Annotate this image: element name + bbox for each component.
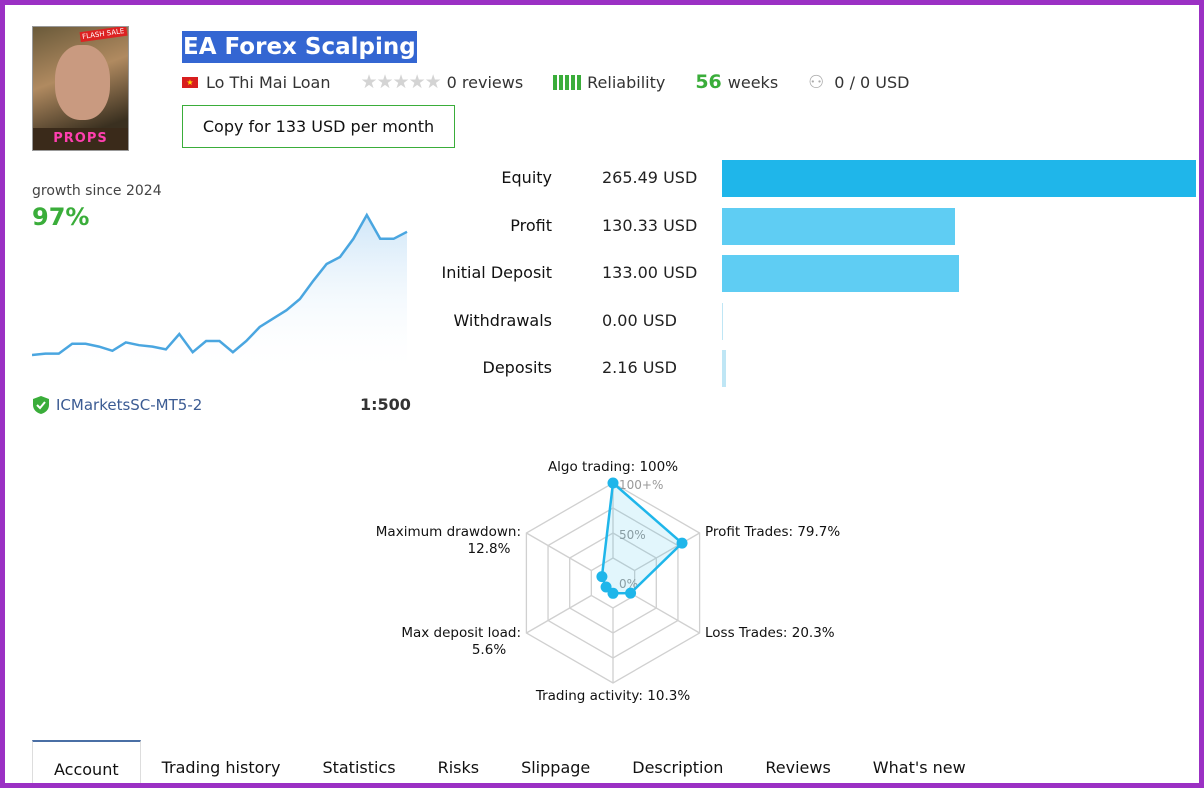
growth-label: growth since 2024: [32, 183, 162, 199]
radar-axis-value: 12.8%: [468, 541, 511, 557]
signal-meta: ★ Lo Thi Mai Loan ★★★★★ 0 reviews Reliab…: [182, 71, 910, 93]
avatar-face: [55, 45, 110, 120]
growth-value: 97%: [32, 203, 90, 231]
stat-bar: [722, 302, 723, 340]
radar-axis: [526, 594, 592, 634]
radar-ring-label: 0%: [619, 577, 638, 591]
broker-name: ICMarketsSC-MT5-2: [56, 396, 203, 414]
radar-axis-label: Algo trading: 100%: [548, 459, 678, 475]
tab-bar: Account Trading history Statistics Risks Sli…: [32, 740, 987, 783]
radar-ring-label: 100+%: [619, 478, 663, 492]
radar-axis: [526, 532, 592, 572]
stat-value: 265.49 USD: [602, 168, 698, 187]
radar-axis-label: Max deposit load:: [401, 625, 521, 641]
leverage: 1:500: [360, 395, 411, 414]
tab-risks[interactable]: Risks: [437, 758, 480, 777]
rating-stars-icon: ★★★★★: [360, 71, 441, 93]
radar-axis-label: Trading activity: 10.3%: [535, 688, 690, 704]
stat-bar: [722, 350, 726, 387]
tab-what-s-new[interactable]: What's new: [872, 758, 966, 777]
stat-bar: [722, 207, 955, 245]
radar-axis: [634, 532, 700, 572]
stat-label: Deposits: [482, 358, 553, 377]
radar-axis-label: Maximum drawdown:: [376, 524, 521, 540]
radar-chart: 100+% 50% 0% Algo trading: 100% Profit Trade…: [376, 459, 841, 704]
radar-axis-label: Profit Trades: 79.7%: [705, 524, 840, 540]
stat-value: 133.00 USD: [602, 263, 698, 282]
radar-point: [607, 477, 619, 489]
stat-bar: [722, 160, 1196, 197]
radar-point: [600, 581, 612, 593]
stat-bar: [722, 255, 960, 292]
radar-point: [676, 537, 688, 549]
stat-label: Profit: [510, 215, 552, 235]
subscribers-value: 0 / 0 USD: [834, 72, 910, 92]
reviews-link[interactable]: 0 reviews: [446, 72, 524, 92]
stat-value: 2.16 USD: [602, 358, 677, 377]
radar-point: [596, 571, 608, 583]
stat-label: Withdrawals: [453, 310, 552, 330]
avatar-caption: PROPS FIRM!: [33, 128, 128, 150]
tab-slippage[interactable]: Slippage: [521, 758, 591, 777]
broker-link[interactable]: ICMarketsSC-MT5-2: [32, 395, 202, 415]
radar-point: [625, 587, 637, 599]
page-title: EA Forex Scalping: [182, 31, 417, 63]
tab-trading-history[interactable]: Trading history: [161, 758, 281, 777]
stat-value: 130.33 USD: [602, 215, 698, 235]
tab-statistics[interactable]: Statistics: [322, 758, 396, 777]
stat-value: 0.00 USD: [602, 310, 677, 330]
verified-shield-icon: [33, 396, 49, 414]
radar-axis-value: 5.6%: [472, 642, 506, 658]
stat-label: Initial Deposit: [441, 263, 552, 282]
subscribers-icon: ⚇: [808, 71, 825, 93]
signal-page: FLASH SALE PROPS FIRM! EA Forex Scalping…: [5, 5, 1199, 783]
radar-axis: [634, 594, 700, 634]
growth-line: [32, 212, 408, 357]
weeks-value: 56: [695, 71, 722, 93]
avatar: FLASH SALE PROPS FIRM!: [32, 26, 129, 151]
avatar-badge: FLASH SALE: [79, 27, 127, 43]
copy-subscribe-button[interactable]: Copy for 133 USD per month: [182, 105, 455, 148]
tab-reviews[interactable]: Reviews: [765, 758, 831, 777]
stat-label: Equity: [501, 168, 552, 187]
reliability-bars-icon: [553, 74, 582, 90]
tab-account[interactable]: Account: [32, 740, 141, 783]
growth-chart: [32, 212, 408, 375]
reliability-label: Reliability: [587, 72, 666, 92]
radar-ring-label: 50%: [619, 528, 646, 542]
weeks-label: weeks: [727, 72, 779, 92]
author-link[interactable]: Lo Thi Mai Loan: [206, 72, 331, 92]
vietnam-flag-icon: ★: [182, 76, 198, 88]
growth-area: [32, 215, 407, 375]
tab-description[interactable]: Description: [632, 758, 724, 777]
radar-axis-label: Loss Trades: 20.3%: [705, 625, 835, 641]
